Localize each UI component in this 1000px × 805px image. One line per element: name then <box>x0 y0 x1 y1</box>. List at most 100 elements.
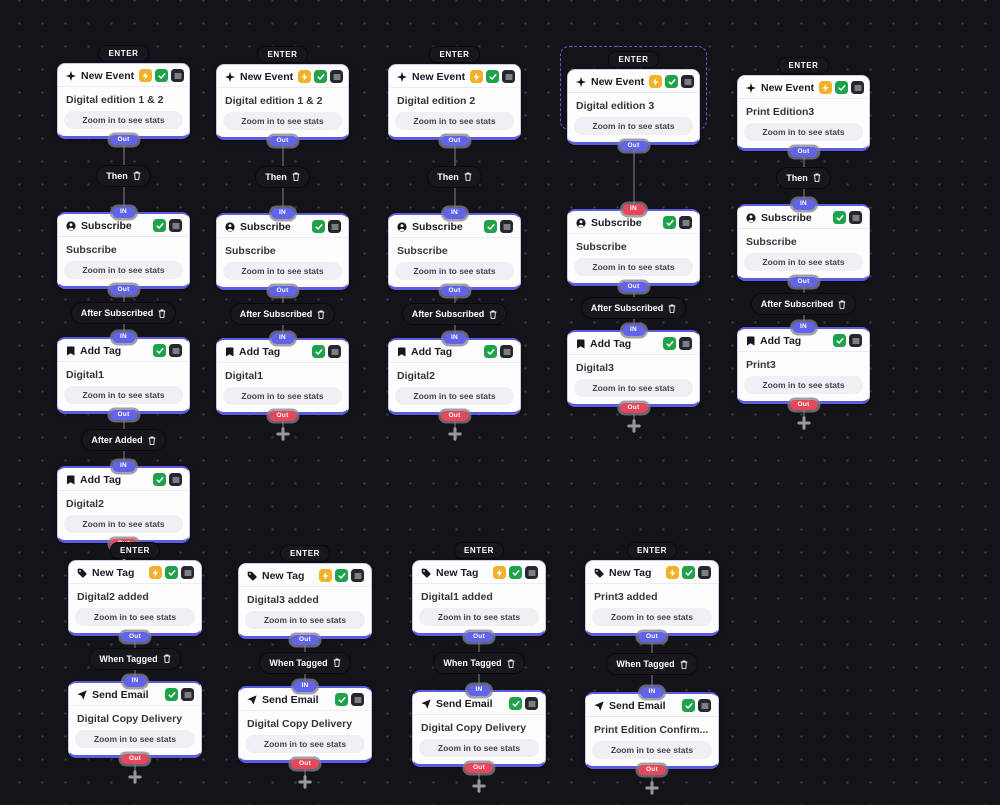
zoom-stats-button[interactable]: Zoom in to see stats <box>75 608 195 626</box>
connector-label-pill[interactable]: When Tagged <box>260 652 350 673</box>
menu-badge-icon[interactable] <box>500 220 513 233</box>
connector-label-pill[interactable]: After Subscribed <box>402 304 507 324</box>
check-badge-icon[interactable] <box>484 220 497 233</box>
menu-badge-icon[interactable] <box>328 220 341 233</box>
out-badge[interactable]: Out <box>789 399 818 410</box>
connector-label-pill[interactable]: After Subscribed <box>71 303 176 323</box>
in-badge[interactable]: IN <box>123 676 147 687</box>
zoom-stats-button[interactable]: Zoom in to see stats <box>64 111 183 129</box>
zoom-stats-button[interactable]: Zoom in to see stats <box>245 611 365 629</box>
menu-badge-icon[interactable] <box>681 75 695 88</box>
menu-badge-icon[interactable] <box>851 81 865 94</box>
check-badge-icon[interactable] <box>665 75 679 88</box>
out-badge[interactable]: Out <box>619 402 648 413</box>
menu-badge-icon[interactable] <box>679 216 692 229</box>
menu-badge-icon[interactable] <box>525 566 538 579</box>
menu-badge-icon[interactable] <box>169 344 182 357</box>
new-event-card[interactable]: New Event Digital edition 3 Zoom in to see… <box>567 69 700 151</box>
connector-label-pill[interactable]: Then <box>777 167 830 188</box>
out-badge[interactable]: Out <box>268 410 297 421</box>
menu-badge-icon[interactable] <box>351 693 364 706</box>
out-badge[interactable]: Out <box>440 285 469 296</box>
menu-badge-icon[interactable] <box>328 345 341 358</box>
trash-icon[interactable] <box>507 659 515 668</box>
check-badge-icon[interactable] <box>165 688 178 701</box>
in-badge[interactable]: IN <box>111 207 136 218</box>
out-badge[interactable]: Out <box>290 758 320 769</box>
trash-icon[interactable] <box>333 658 341 667</box>
add-node-button[interactable] <box>626 419 641 433</box>
lightning-badge-icon[interactable] <box>493 566 506 579</box>
in-badge[interactable]: IN <box>640 687 664 698</box>
menu-badge-icon[interactable] <box>171 69 185 82</box>
add-tag-card[interactable]: IN Add Tag Digital1 Zoom in to see stats Out <box>57 332 190 420</box>
trash-icon[interactable] <box>668 304 676 313</box>
send-email-card[interactable]: IN Send Email Digital Copy Delivery Zoom in… <box>238 681 372 769</box>
add-tag-card[interactable]: IN Add Tag Digital1 Zoom in to see stats Out <box>216 333 349 421</box>
zoom-stats-button[interactable]: Zoom in to see stats <box>395 112 514 130</box>
check-badge-icon[interactable] <box>153 473 166 486</box>
check-badge-icon[interactable] <box>153 344 166 357</box>
check-badge-icon[interactable] <box>312 220 325 233</box>
zoom-stats-button[interactable]: Zoom in to see stats <box>574 117 693 135</box>
zoom-stats-button[interactable]: Zoom in to see stats <box>64 261 183 279</box>
zoom-stats-button[interactable]: Zoom in to see stats <box>64 386 183 404</box>
trash-icon[interactable] <box>317 310 325 319</box>
connector-label-pill[interactable]: After Subscribed <box>751 294 856 314</box>
zoom-stats-button[interactable]: Zoom in to see stats <box>744 123 863 141</box>
check-badge-icon[interactable] <box>335 693 348 706</box>
zoom-stats-button[interactable]: Zoom in to see stats <box>574 258 693 276</box>
out-badge[interactable]: Out <box>619 281 648 292</box>
in-badge[interactable]: IN <box>621 204 646 215</box>
check-badge-icon[interactable] <box>663 337 676 350</box>
lightning-badge-icon[interactable] <box>666 566 679 579</box>
in-badge[interactable]: IN <box>270 333 295 344</box>
check-badge-icon[interactable] <box>314 70 328 83</box>
trash-icon[interactable] <box>148 436 156 445</box>
menu-badge-icon[interactable] <box>849 211 862 224</box>
new-event-card[interactable]: New Event Print Edition3 Zoom in to see st… <box>737 75 870 157</box>
check-badge-icon[interactable] <box>833 334 846 347</box>
new-event-card[interactable]: New Event Digital edition 2 Zoom in to see… <box>388 64 521 146</box>
out-badge[interactable]: Out <box>109 284 138 295</box>
subscribe-card[interactable]: IN Subscribe Subscribe Zoom in to see stats… <box>567 204 700 292</box>
zoom-stats-button[interactable]: Zoom in to see stats <box>223 262 342 280</box>
in-badge[interactable]: IN <box>442 333 467 344</box>
check-badge-icon[interactable] <box>833 211 846 224</box>
in-badge[interactable]: IN <box>111 461 136 472</box>
menu-badge-icon[interactable] <box>500 345 513 358</box>
connector-label-pill[interactable]: Then <box>97 165 150 186</box>
send-email-card[interactable]: IN Send Email Print Edition Confirm... Zoom… <box>585 687 719 775</box>
in-badge[interactable]: IN <box>270 208 295 219</box>
check-badge-icon[interactable] <box>835 81 849 94</box>
trash-icon[interactable] <box>813 173 821 182</box>
out-badge[interactable]: Out <box>120 753 150 764</box>
zoom-stats-button[interactable]: Zoom in to see stats <box>419 739 539 757</box>
menu-badge-icon[interactable] <box>698 699 711 712</box>
add-node-button[interactable] <box>275 427 290 441</box>
add-node-button[interactable] <box>447 427 462 441</box>
out-badge[interactable]: Out <box>268 285 297 296</box>
lightning-badge-icon[interactable] <box>819 81 833 94</box>
in-badge[interactable]: IN <box>293 681 317 692</box>
new-tag-card[interactable]: New Tag Digital1 added Zoom in to see stat… <box>412 560 546 642</box>
out-badge[interactable]: Out <box>109 134 138 145</box>
lightning-badge-icon[interactable] <box>319 569 332 582</box>
zoom-stats-button[interactable]: Zoom in to see stats <box>245 735 365 753</box>
new-tag-card[interactable]: New Tag Digital3 added Zoom in to see stat… <box>238 563 372 645</box>
out-badge[interactable]: Out <box>619 140 648 151</box>
add-tag-card[interactable]: IN Add Tag Print3 Zoom in to see stats Out <box>737 322 870 410</box>
trash-icon[interactable] <box>838 300 846 309</box>
connector-label-pill[interactable]: When Tagged <box>434 653 524 673</box>
zoom-stats-button[interactable]: Zoom in to see stats <box>395 387 514 405</box>
check-badge-icon[interactable] <box>335 569 348 582</box>
check-badge-icon[interactable] <box>484 345 497 358</box>
add-tag-card[interactable]: IN Add Tag Digital3 Zoom in to see stats Out <box>567 325 700 413</box>
new-event-card[interactable]: New Event Digital edition 1 & 2 Zoom in to… <box>57 63 190 145</box>
in-badge[interactable]: IN <box>467 685 491 696</box>
send-email-card[interactable]: IN Send Email Digital Copy Delivery Zoom in… <box>412 685 546 773</box>
menu-badge-icon[interactable] <box>849 334 862 347</box>
subscribe-card[interactable]: IN Subscribe Subscribe Zoom in to see stats… <box>737 199 870 287</box>
